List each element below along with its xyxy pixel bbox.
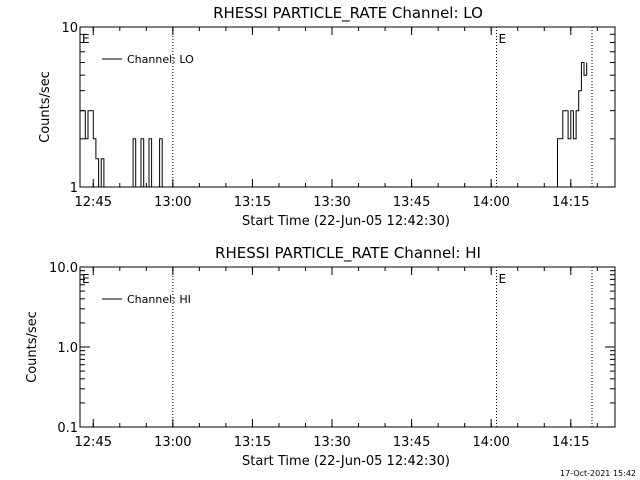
- panel-hi-title: RHESSI PARTICLE_RATE Channel: HI: [215, 244, 481, 263]
- panel-lo: RHESSI PARTICLE_RATE Channel: LO 12:45 13…: [38, 4, 616, 229]
- event-label: E: [499, 32, 507, 46]
- panel-hi-y-ticks: 0.1 1.0 10.0: [49, 261, 615, 436]
- x-tick-label: 14:15: [552, 195, 589, 210]
- panel-lo-title: RHESSI PARTICLE_RATE Channel: LO: [213, 4, 483, 23]
- x-tick-label: 14:00: [472, 435, 509, 450]
- panel-lo-legend-label: Channel: LO: [127, 53, 194, 66]
- x-tick-label: 14:15: [552, 435, 589, 450]
- panel-lo-plot-frame: [79, 26, 616, 188]
- panel-lo-x-axis-label: Start Time (22-Jun-05 12:42:30): [242, 214, 450, 229]
- x-tick-label: 13:00: [154, 435, 191, 450]
- panel-hi-y-axis-label: Counts/sec: [25, 311, 40, 383]
- panel-hi-x-ticks: 12:45 13:00 13:15 13:30 13:45 14:00 14:15: [75, 267, 598, 450]
- y-tick-label: 1: [70, 181, 78, 196]
- x-tick-label: 13:45: [393, 435, 430, 450]
- generation-timestamp: 17-Oct-2021 15:42: [560, 469, 636, 478]
- series-line: [130, 138, 165, 188]
- x-tick-label: 13:00: [154, 195, 191, 210]
- event-label: E: [82, 32, 90, 46]
- y-tick-label: 10: [61, 21, 78, 36]
- y-tick-label: 10.0: [49, 261, 78, 276]
- x-tick-label: 13:30: [313, 435, 350, 450]
- panel-lo-y-axis-label: Counts/sec: [38, 71, 53, 143]
- panel-hi-legend-label: Channel: HI: [127, 293, 191, 306]
- series-line: [80, 110, 105, 188]
- panel-lo-legend: Channel: LO: [102, 53, 194, 66]
- x-tick-label: 13:15: [234, 435, 271, 450]
- x-tick-label: 12:45: [75, 435, 112, 450]
- panel-lo-x-ticks: 12:45 13:00 13:15 13:30 13:45 14:00 14:15: [75, 27, 598, 210]
- x-tick-label: 13:30: [313, 195, 350, 210]
- x-tick-label: 13:15: [234, 195, 271, 210]
- panel-hi-legend: Channel: HI: [102, 293, 191, 306]
- panel-hi: RHESSI PARTICLE_RATE Channel: HI 12:45 13…: [25, 244, 616, 469]
- x-tick-label: 12:45: [75, 195, 112, 210]
- event-label: E: [82, 272, 90, 286]
- y-tick-label: 1.0: [57, 341, 78, 356]
- x-tick-label: 13:45: [393, 195, 430, 210]
- panel-lo-series: [80, 62, 588, 188]
- y-tick-label: 0.1: [57, 421, 78, 436]
- x-tick-label: 14:00: [472, 195, 509, 210]
- panel-hi-x-axis-label: Start Time (22-Jun-05 12:42:30): [242, 454, 450, 469]
- event-label: E: [499, 272, 507, 286]
- panel-lo-y-ticks: 1 10: [61, 21, 615, 196]
- series-line: [554, 62, 588, 188]
